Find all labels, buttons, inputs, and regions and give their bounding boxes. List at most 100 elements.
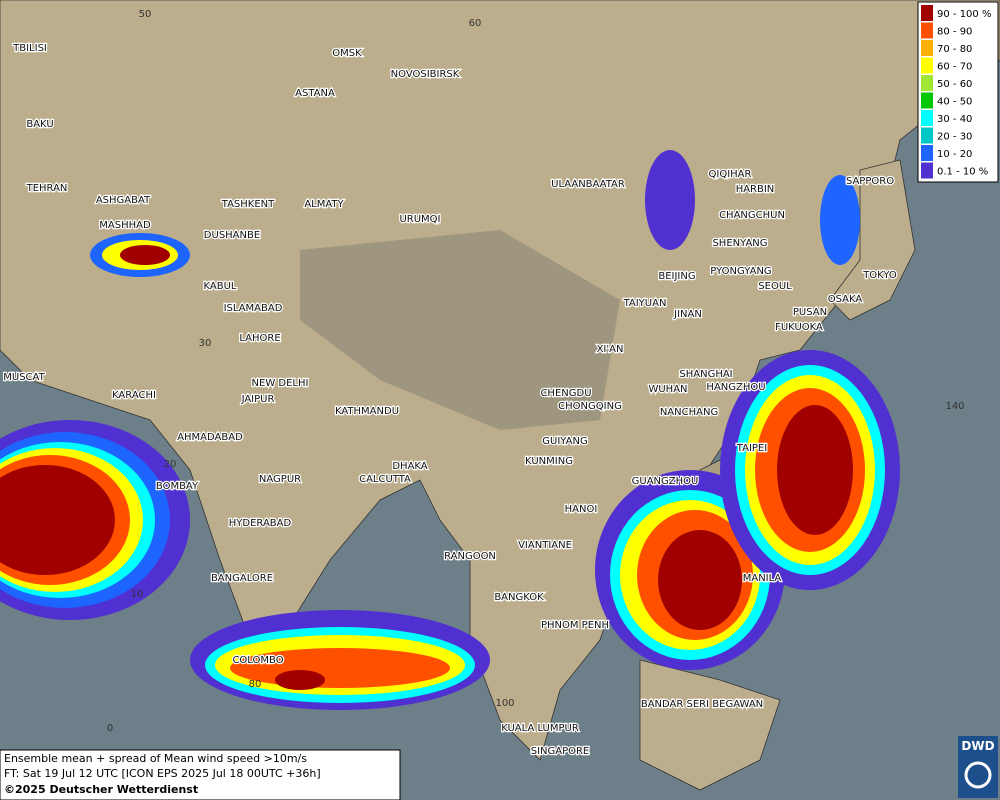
- grid-label: 30: [199, 338, 212, 349]
- city-label: BANGKOK: [494, 592, 544, 603]
- legend-swatch: [921, 75, 933, 91]
- grid-label: 0: [107, 723, 113, 734]
- city-label: TAIYUAN: [623, 298, 667, 309]
- grid-label: 50: [139, 9, 152, 20]
- city-label: KABUL: [204, 281, 237, 292]
- city-label: TEHRAN: [26, 183, 68, 194]
- legend-swatch: [921, 110, 933, 126]
- legend-label: 30 - 40: [937, 114, 972, 125]
- footer-line: ©2025 Deutscher Wetterdienst: [4, 783, 198, 796]
- city-label: HANGZHOU: [706, 382, 765, 393]
- city-label: NAGPUR: [259, 474, 301, 485]
- city-label: ASHGABAT: [96, 195, 151, 206]
- city-label: HANOI: [565, 504, 598, 515]
- legend-label: 70 - 80: [937, 44, 972, 55]
- city-label: KUALA LUMPUR: [501, 723, 579, 734]
- city-label: MANILA: [743, 573, 782, 584]
- city-label: NOVOSIBIRSK: [391, 69, 460, 80]
- city-label: VIANTIANE: [518, 540, 572, 551]
- city-label: TAIPEI: [736, 443, 767, 454]
- city-label: PHNOM PENH: [541, 620, 609, 631]
- legend-swatch: [921, 145, 933, 161]
- city-label: BANGALORE: [211, 573, 273, 584]
- legend-swatch: [921, 162, 933, 179]
- legend-label: 10 - 20: [937, 149, 972, 160]
- city-label: SAPPORO: [846, 176, 894, 187]
- city-label: ISLAMABAD: [224, 303, 283, 314]
- grid-label: 10: [131, 589, 144, 600]
- city-label: ALMATY: [304, 199, 344, 210]
- footer-box: [0, 749, 401, 800]
- legend-swatch: [921, 5, 933, 21]
- legend-swatch: [921, 92, 933, 109]
- city-label: KATHMANDU: [335, 406, 399, 417]
- city-label: NEW DELHI: [252, 378, 309, 389]
- legend-label: 90 - 100 %: [937, 9, 991, 20]
- plateau: [300, 230, 620, 430]
- city-label: FUKUOKA: [775, 322, 823, 333]
- city-label: AHMADABAD: [177, 432, 243, 443]
- city-label: NANCHANG: [660, 407, 718, 418]
- city-label: BAKU: [26, 119, 53, 130]
- city-label: TASHKENT: [221, 199, 275, 210]
- city-label: GUANGZHOU: [632, 476, 699, 487]
- city-label: GUIYANG: [542, 436, 587, 447]
- footer-line: FT: Sat 19 Jul 12 UTC [ICON EPS 2025 Jul…: [4, 767, 321, 780]
- city-label: RANGOON: [444, 551, 496, 562]
- city-label: PUSAN: [793, 307, 827, 318]
- footer-line: Ensemble mean + spread of Mean wind spee…: [4, 752, 307, 765]
- city-label: DUSHANBE: [204, 230, 260, 241]
- logo-icon: [964, 761, 992, 789]
- grid-label: 140: [945, 401, 964, 412]
- city-label: CHANGCHUN: [719, 210, 785, 221]
- grid-label: 100: [495, 698, 514, 709]
- city-label: BOMBAY: [156, 481, 199, 492]
- city-label: KARACHI: [112, 390, 156, 401]
- legend-swatch: [921, 57, 933, 74]
- city-label: SEOUL: [758, 281, 792, 292]
- city-label: SINGAPORE: [531, 746, 590, 757]
- logo-text: DWD: [961, 739, 994, 753]
- city-label: HYDERABAD: [229, 518, 292, 529]
- city-labels: OMSK NOVOSIBIRSK ASTANA TBILISI BAKU TEHRAN AS…: [2, 42, 898, 759]
- city-label: BANDAR SERI BEGAWAN: [641, 699, 763, 710]
- city-label: KUNMING: [525, 456, 573, 467]
- grid-label: 60: [469, 18, 482, 29]
- legend-label: 80 - 90: [937, 27, 972, 38]
- city-label: OSAKA: [828, 294, 863, 305]
- legend-label: 60 - 70: [937, 62, 972, 73]
- legend-label: 50 - 60: [937, 79, 972, 90]
- city-label: BEIJING: [658, 271, 695, 282]
- legend-label: 0.1 - 10 %: [937, 167, 988, 178]
- grid-label: 20: [164, 459, 177, 470]
- city-label: JINAN: [673, 309, 702, 320]
- city-label: CHONGQING: [558, 401, 622, 412]
- grid-label: 80: [249, 679, 262, 690]
- legend-label: 40 - 50: [937, 97, 972, 108]
- city-label: MASHHAD: [99, 220, 151, 231]
- legend-label: 20 - 30: [937, 132, 972, 143]
- city-label: URUMQI: [399, 214, 440, 225]
- city-label: DHAKA: [392, 461, 427, 472]
- legend-swatch: [921, 22, 933, 39]
- city-label: WUHAN: [648, 384, 687, 395]
- city-label: ULAANBAATAR: [551, 179, 625, 190]
- city-label: SHENYANG: [712, 238, 767, 249]
- city-label: PYONGYANG: [710, 266, 771, 277]
- legend-swatch: [921, 127, 933, 144]
- city-label: MUSCAT: [3, 372, 45, 383]
- city-label: LAHORE: [239, 333, 280, 344]
- city-label: XI'AN: [597, 344, 624, 355]
- city-label: COLOMBO: [232, 655, 283, 666]
- logo: DWD: [958, 736, 998, 798]
- city-label: ASTANA: [295, 88, 335, 99]
- probability-areas: [0, 150, 900, 710]
- city-label: CALCUTTA: [359, 474, 411, 485]
- city-label: HARBIN: [736, 184, 775, 195]
- city-label: OMSK: [332, 48, 362, 59]
- footer: Ensemble mean + spread of Mean wind spee…: [0, 749, 401, 800]
- city-label: TOKYO: [862, 270, 897, 281]
- legend: 90 - 100 % 80 - 90 70 - 80 60 - 70 50 - 60 40…: [917, 1, 999, 183]
